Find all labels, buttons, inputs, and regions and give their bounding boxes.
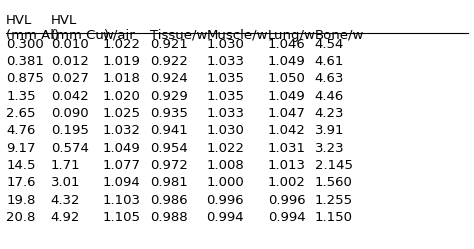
Text: 1.049: 1.049	[268, 55, 305, 68]
Text: 1.030: 1.030	[206, 38, 244, 51]
Text: 1.050: 1.050	[268, 72, 306, 85]
Text: 0.924: 0.924	[150, 72, 188, 85]
Text: 4.46: 4.46	[315, 90, 344, 103]
Text: 1.033: 1.033	[206, 55, 245, 68]
Text: 1.71: 1.71	[51, 159, 81, 172]
Text: 1.077: 1.077	[103, 159, 141, 172]
Text: 19.8: 19.8	[6, 194, 36, 207]
Text: (mm Cu): (mm Cu)	[51, 29, 109, 42]
Text: HVL: HVL	[51, 14, 77, 27]
Text: 1.047: 1.047	[268, 107, 306, 120]
Text: 1.002: 1.002	[268, 176, 306, 189]
Text: 0.090: 0.090	[51, 107, 89, 120]
Text: 17.6: 17.6	[6, 176, 36, 189]
Text: 0.996: 0.996	[206, 194, 244, 207]
Text: 1.150: 1.150	[315, 211, 353, 224]
Text: 0.981: 0.981	[150, 176, 188, 189]
Text: Lung/w: Lung/w	[268, 29, 316, 42]
Text: 0.010: 0.010	[51, 38, 89, 51]
Text: 0.875: 0.875	[6, 72, 44, 85]
Text: 0.972: 0.972	[150, 159, 188, 172]
Text: 1.008: 1.008	[206, 159, 244, 172]
Text: 0.929: 0.929	[150, 90, 188, 103]
Text: w/air: w/air	[103, 29, 136, 42]
Text: 0.381: 0.381	[6, 55, 44, 68]
Text: 1.022: 1.022	[206, 142, 245, 155]
Text: 1.105: 1.105	[103, 211, 141, 224]
Text: 20.8: 20.8	[6, 211, 36, 224]
Text: 0.195: 0.195	[51, 124, 89, 137]
Text: 0.988: 0.988	[150, 211, 187, 224]
Text: 1.049: 1.049	[268, 90, 305, 103]
Text: 4.92: 4.92	[51, 211, 80, 224]
Text: Muscle/w: Muscle/w	[206, 29, 268, 42]
Text: 1.018: 1.018	[103, 72, 141, 85]
Text: 14.5: 14.5	[6, 159, 36, 172]
Text: 1.103: 1.103	[103, 194, 141, 207]
Text: 1.033: 1.033	[206, 107, 245, 120]
Text: 1.032: 1.032	[103, 124, 141, 137]
Text: 0.012: 0.012	[51, 55, 89, 68]
Text: 4.23: 4.23	[315, 107, 344, 120]
Text: 1.046: 1.046	[268, 38, 305, 51]
Text: 4.32: 4.32	[51, 194, 81, 207]
Text: 1.019: 1.019	[103, 55, 141, 68]
Text: 3.91: 3.91	[315, 124, 344, 137]
Text: 1.000: 1.000	[206, 176, 244, 189]
Text: 0.986: 0.986	[150, 194, 187, 207]
Text: 4.63: 4.63	[315, 72, 344, 85]
Text: 1.049: 1.049	[103, 142, 140, 155]
Text: 1.031: 1.031	[268, 142, 306, 155]
Text: 1.255: 1.255	[315, 194, 353, 207]
Text: 1.025: 1.025	[103, 107, 141, 120]
Text: 0.996: 0.996	[268, 194, 305, 207]
Text: 4.76: 4.76	[6, 124, 36, 137]
Text: Tissue/w: Tissue/w	[150, 29, 207, 42]
Text: 0.935: 0.935	[150, 107, 188, 120]
Text: 2.65: 2.65	[6, 107, 36, 120]
Text: 0.574: 0.574	[51, 142, 89, 155]
Text: 3.23: 3.23	[315, 142, 345, 155]
Text: Bone/w: Bone/w	[315, 29, 364, 42]
Text: 1.030: 1.030	[206, 124, 244, 137]
Text: 1.035: 1.035	[206, 72, 245, 85]
Text: 9.17: 9.17	[6, 142, 36, 155]
Text: HVL: HVL	[6, 14, 32, 27]
Text: 0.994: 0.994	[268, 211, 305, 224]
Text: 0.994: 0.994	[206, 211, 244, 224]
Text: 0.922: 0.922	[150, 55, 188, 68]
Text: 0.027: 0.027	[51, 72, 89, 85]
Text: 1.035: 1.035	[206, 90, 245, 103]
Text: 1.022: 1.022	[103, 38, 141, 51]
Text: 3.01: 3.01	[51, 176, 81, 189]
Text: 1.013: 1.013	[268, 159, 306, 172]
Text: 0.921: 0.921	[150, 38, 188, 51]
Text: 4.54: 4.54	[315, 38, 344, 51]
Text: 1.560: 1.560	[315, 176, 353, 189]
Text: 1.094: 1.094	[103, 176, 140, 189]
Text: 0.300: 0.300	[6, 38, 44, 51]
Text: 0.042: 0.042	[51, 90, 89, 103]
Text: 0.954: 0.954	[150, 142, 188, 155]
Text: 1.042: 1.042	[268, 124, 306, 137]
Text: 1.020: 1.020	[103, 90, 141, 103]
Text: 0.941: 0.941	[150, 124, 188, 137]
Text: 1.35: 1.35	[6, 90, 36, 103]
Text: 2.145: 2.145	[315, 159, 353, 172]
Text: (mm Al): (mm Al)	[6, 29, 59, 42]
Text: 4.61: 4.61	[315, 55, 344, 68]
